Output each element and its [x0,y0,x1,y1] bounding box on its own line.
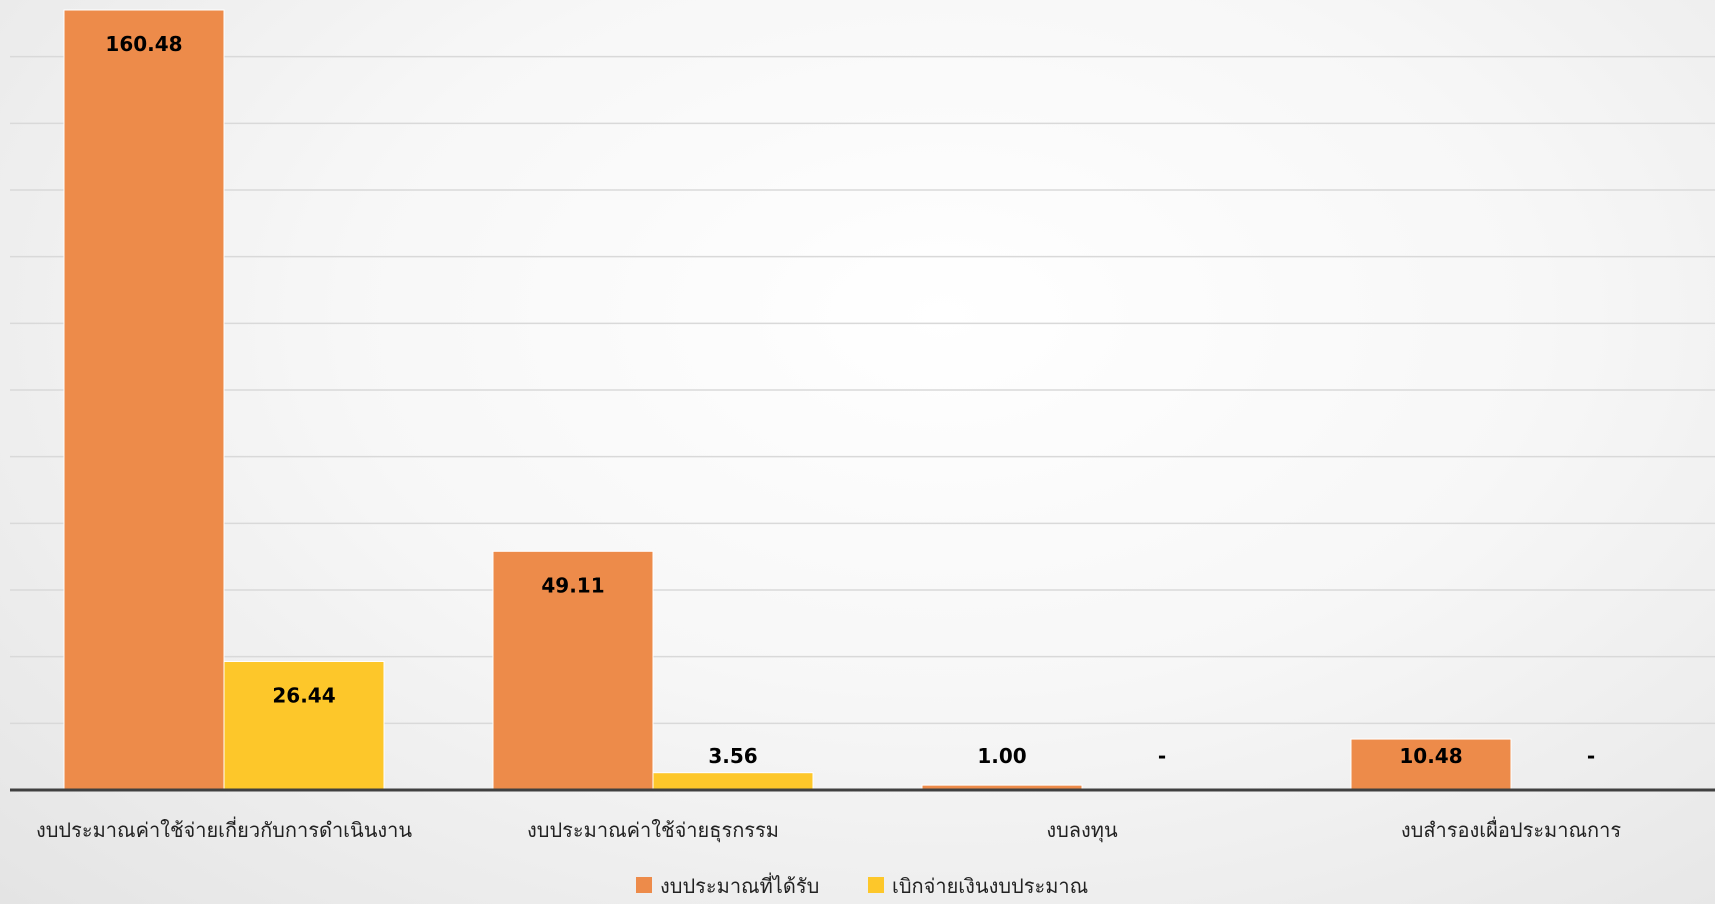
category-labels: งบประมาณค่าใช้จ่ายเกี่ยวกับการดำเนินงาน ง… [36,816,1621,843]
data-label: - [1587,744,1595,768]
category-label: งบประมาณค่าใช้จ่ายธุรกรรม [527,818,779,843]
legend-label-disbursed: เบิกจ่ายเงินงบประมาณ [892,874,1088,898]
data-labels: 160.48 26.44 49.11 3.56 1.00 - 10.48 - [105,32,1595,768]
category-label: งบลงทุน [1046,818,1118,843]
legend-swatch-disbursed [868,877,884,893]
data-label: 26.44 [272,683,335,707]
bar-disbursed [223,660,385,791]
legend: งบประมาณที่ได้รับ เบิกจ่ายเงินงบประมาณ [636,872,1088,898]
category-label: งบประมาณค่าใช้จ่ายเกี่ยวกับการดำเนินงาน [36,816,412,842]
bars [63,9,1512,791]
legend-swatch-received [636,877,652,893]
legend-label-received: งบประมาณที่ได้รับ [660,872,819,898]
bar-disbursed [652,772,814,791]
data-label: 160.48 [105,32,182,56]
bar-received [1350,738,1512,791]
data-label: 1.00 [977,744,1026,768]
gridlines [10,55,1715,725]
bar-received [492,550,654,791]
data-label: 49.11 [541,573,604,597]
data-label: 3.56 [708,744,757,768]
bar-received [63,9,225,791]
data-label: 10.48 [1399,744,1462,768]
category-label: งบสำรองเผื่อประมาณการ [1401,816,1621,842]
data-label: - [1158,744,1166,768]
